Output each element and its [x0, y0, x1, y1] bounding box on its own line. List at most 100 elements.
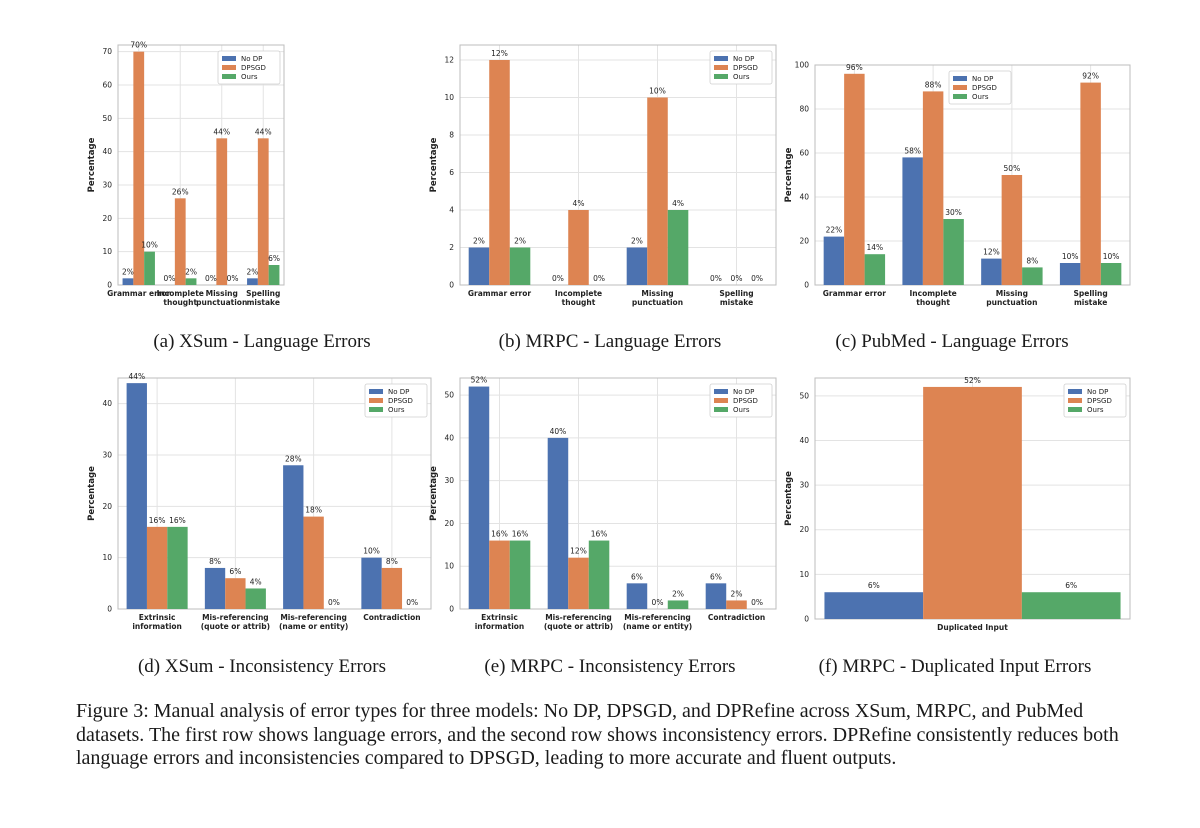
legend-label: DPSGD [972, 84, 997, 92]
data-label: 2% [247, 267, 259, 276]
data-label: 2% [631, 237, 643, 246]
data-label: 44% [213, 127, 230, 136]
category-label: Spelling [246, 289, 280, 298]
data-label: 22% [826, 226, 843, 235]
category-label: Incomplete [910, 289, 957, 298]
category-label: thought [562, 298, 596, 307]
data-label: 0% [593, 274, 605, 283]
y-axis-label: Percentage [784, 471, 794, 526]
bar-no-dp [468, 386, 490, 609]
data-label: 8% [209, 557, 221, 566]
y-tick-label: 50 [799, 391, 809, 400]
y-tick-label: 8 [449, 131, 454, 140]
category-label: Incomplete [555, 289, 602, 298]
data-label: 10% [363, 547, 380, 556]
y-tick-label: 10 [102, 553, 112, 562]
y-axis-label: Percentage [87, 137, 97, 192]
y-tick-label: 20 [799, 237, 809, 246]
data-label: 0% [406, 598, 418, 607]
category-label: Contradiction [708, 613, 765, 622]
category-label: Missing [641, 289, 673, 298]
bar-dpsgd [844, 73, 865, 285]
category-label: (name or entity) [279, 622, 348, 631]
data-label: 28% [285, 454, 302, 463]
data-label: 88% [925, 80, 942, 89]
bar-ours [1022, 267, 1043, 285]
y-tick-label: 100 [795, 61, 810, 70]
y-axis-label: Percentage [429, 466, 439, 521]
bar-dpsgd [381, 567, 403, 609]
bar-ours [588, 540, 610, 609]
y-tick-label: 40 [444, 433, 454, 442]
data-label: 12% [570, 547, 587, 556]
legend-swatch [1068, 407, 1082, 412]
legend-label: DPSGD [241, 64, 266, 72]
category-label: (quote or attrib) [201, 622, 270, 631]
legend-swatch [953, 85, 967, 90]
y-tick-label: 2 [449, 243, 454, 252]
bar-ours [1100, 263, 1122, 285]
data-label: 6% [631, 572, 643, 581]
bar-no-dp [705, 583, 727, 609]
y-tick-label: 10 [102, 247, 112, 256]
bar-dpsgd [647, 97, 668, 285]
category-label: Grammar error [468, 289, 532, 298]
data-label: 70% [130, 41, 147, 50]
y-tick-label: 30 [799, 481, 809, 490]
legend-swatch [714, 398, 728, 403]
bar-ours [667, 600, 689, 609]
y-tick-label: 6 [449, 168, 454, 177]
y-tick-label: 4 [449, 206, 454, 215]
bar-no-dp [126, 383, 147, 609]
legend-label: Ours [733, 73, 750, 81]
bar-no-dp [361, 557, 382, 609]
category-label: information [475, 622, 525, 631]
data-label: 8% [1026, 256, 1038, 265]
data-label: 16% [149, 516, 166, 525]
legend-swatch [953, 94, 967, 99]
y-tick-label: 0 [804, 615, 809, 624]
data-label: 6% [268, 254, 280, 263]
bar-ours [268, 265, 280, 285]
y-tick-label: 20 [102, 502, 112, 511]
data-label: 58% [904, 146, 921, 155]
bar-dpsgd [133, 51, 145, 285]
legend-swatch [1068, 389, 1082, 394]
legend-label: Ours [733, 406, 750, 414]
legend-swatch [222, 74, 236, 79]
y-tick-label: 0 [107, 605, 112, 614]
y-tick-label: 70 [102, 47, 112, 56]
data-label: 16% [591, 530, 608, 539]
bar-ours [864, 254, 886, 285]
data-label: 96% [846, 63, 863, 72]
data-label: 92% [1082, 72, 1099, 81]
category-label: (name or entity) [623, 622, 692, 631]
data-label: 2% [185, 267, 197, 276]
bar-no-dp [626, 583, 648, 609]
bar-ours [185, 278, 197, 285]
y-axis-label: Percentage [429, 137, 439, 192]
category-label: Spelling [719, 289, 753, 298]
bar-no-dp [1059, 263, 1081, 285]
figure-caption: Figure 3: Manual analysis of error types… [76, 700, 1119, 769]
y-tick-label: 10 [799, 570, 809, 579]
chart-a: 0 10 20 30 40 50 60 70 2% 0% 0% 2% 70% 26% 44% 44% 10% 2%… [87, 41, 371, 352]
bar-dpsgd [922, 91, 944, 286]
y-tick-label: 20 [799, 525, 809, 534]
bar-no-dp [247, 278, 258, 285]
bar-no-dp [283, 465, 304, 609]
subfigure-title: (b) MRPC - Language Errors [499, 331, 722, 352]
category-label: Mis-referencing [202, 613, 269, 622]
data-label: 16% [169, 516, 186, 525]
y-tick-label: 20 [102, 214, 112, 223]
data-label: 8% [386, 557, 398, 566]
category-label: thought [163, 298, 197, 307]
data-label: 40% [550, 427, 567, 436]
subfigure-title: (f) MRPC - Duplicated Input Errors [819, 656, 1092, 677]
y-tick-label: 30 [102, 451, 112, 460]
data-label: 2% [731, 589, 743, 598]
legend-swatch [714, 65, 728, 70]
